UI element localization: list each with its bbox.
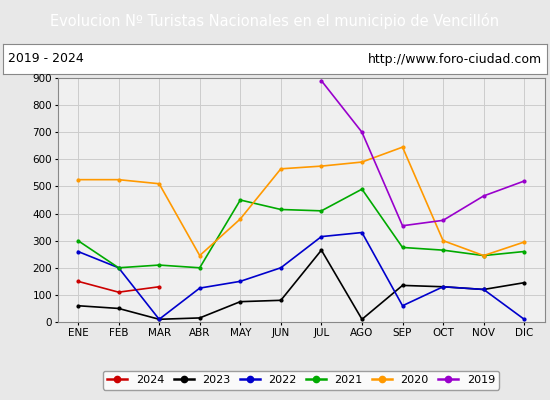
Legend: 2024, 2023, 2022, 2021, 2020, 2019: 2024, 2023, 2022, 2021, 2020, 2019 <box>103 371 499 390</box>
Text: 2019 - 2024: 2019 - 2024 <box>8 52 84 66</box>
Text: http://www.foro-ciudad.com: http://www.foro-ciudad.com <box>368 52 542 66</box>
Text: Evolucion Nº Turistas Nacionales en el municipio de Vencillón: Evolucion Nº Turistas Nacionales en el m… <box>51 13 499 29</box>
